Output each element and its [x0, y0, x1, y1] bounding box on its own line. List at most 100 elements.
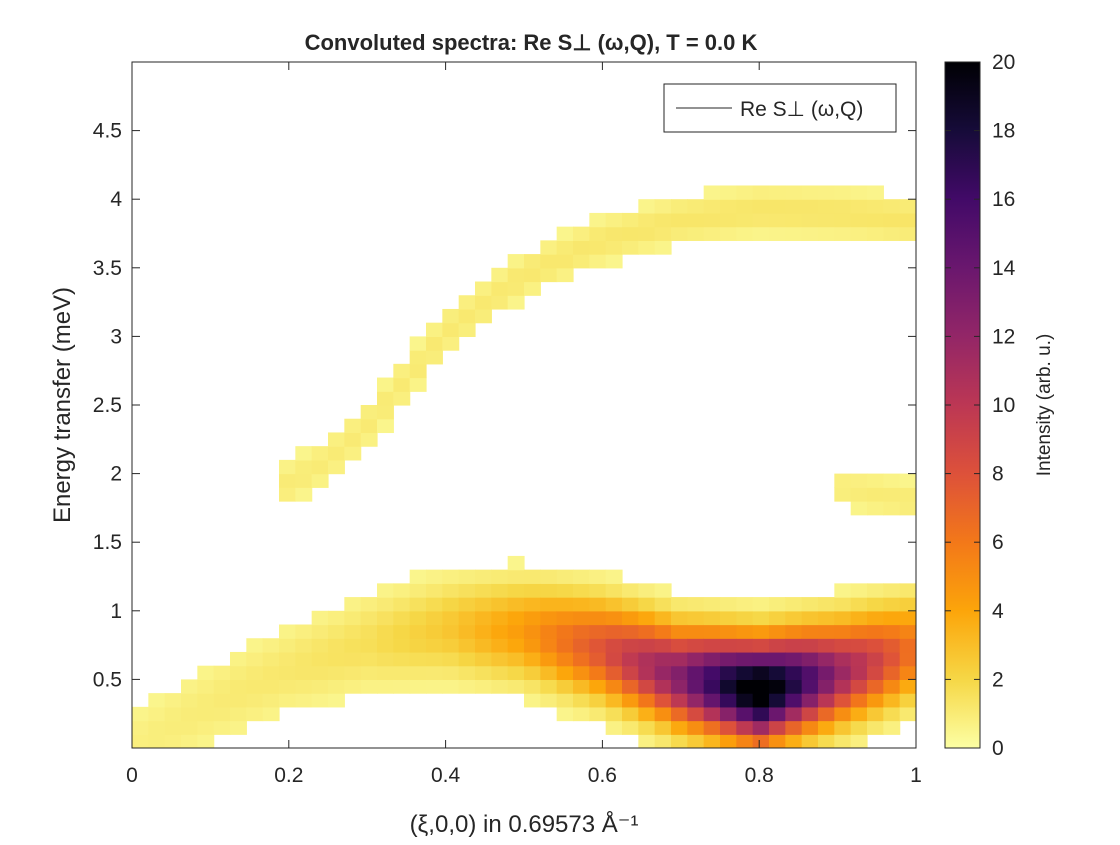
heatmap-cell [393, 363, 411, 379]
legend[interactable]: Re S⊥ (ω,Q) [663, 83, 897, 133]
heatmap-cell [736, 624, 754, 639]
heatmap-cell [850, 212, 868, 228]
heatmap-cell [475, 651, 492, 667]
heatmap-cell [230, 651, 247, 667]
heatmap-cell [834, 679, 852, 694]
heatmap-cell [867, 597, 884, 612]
heatmap-cell [703, 693, 721, 708]
heatmap-cell [540, 679, 558, 694]
heatmap-cell [230, 693, 247, 708]
heatmap-cell [507, 555, 525, 571]
heatmap-cell [246, 679, 264, 694]
heatmap-cell [524, 569, 541, 584]
heatmap-cell [491, 267, 509, 283]
heatmap-cell [850, 473, 868, 488]
heatmap-cell [752, 638, 770, 653]
heatmap-cell [328, 693, 345, 708]
heatmap-cell [834, 693, 852, 708]
heatmap-cell [801, 597, 819, 612]
heatmap-cell [622, 693, 639, 708]
heatmap-cell [834, 706, 852, 722]
heatmap-cell [556, 610, 574, 626]
heatmap-cell [850, 720, 868, 735]
heatmap-cell [899, 473, 916, 488]
heatmap-cell [687, 693, 705, 708]
heatmap-cell [573, 610, 590, 626]
heatmap-cell [654, 734, 672, 748]
heatmap-cell [246, 665, 264, 680]
heatmap-cell [556, 254, 574, 269]
heatmap-cell [524, 281, 541, 296]
heatmap-cell [818, 734, 835, 748]
heatmap-cell [818, 624, 835, 639]
heatmap-cell [703, 610, 721, 626]
heatmap-cell [442, 638, 460, 653]
heatmap-cell [818, 693, 835, 708]
heatmap-cell [883, 473, 901, 488]
heatmap-cell [605, 706, 623, 722]
heatmap-cell [818, 199, 835, 214]
heatmap-cell [507, 267, 525, 283]
heatmap-cell [409, 665, 427, 680]
heatmap-cell [573, 597, 590, 612]
heatmap-cell [867, 473, 884, 488]
heatmap-cell [785, 185, 803, 200]
heatmap-cell [442, 569, 460, 584]
heatmap-cell [246, 693, 264, 708]
heatmap-cell [883, 226, 901, 241]
heatmap-cell [589, 610, 607, 626]
heatmap-cell [687, 610, 705, 626]
heatmap-cell [589, 254, 607, 269]
heatmap-cell [769, 679, 786, 694]
heatmap-cell [393, 597, 411, 612]
heatmap-cell [507, 295, 525, 310]
heatmap-cell [638, 734, 656, 748]
heatmap-cell [164, 693, 182, 708]
heatmap-cell [409, 638, 427, 653]
heatmap-cell [622, 720, 639, 735]
heatmap-cell [475, 281, 492, 296]
heatmap-cell [622, 679, 639, 694]
heatmap-cell [328, 651, 345, 667]
heatmap-cell [393, 624, 411, 639]
heatmap-cell [785, 610, 803, 626]
heatmap-cell [638, 624, 656, 639]
heatmap-cell [654, 240, 672, 255]
heatmap-cell [589, 693, 607, 708]
heatmap-cell [377, 651, 394, 667]
heatmap-cell [426, 665, 443, 680]
heatmap-cell [458, 322, 476, 337]
heatmap-cell [589, 665, 607, 680]
heatmap-cell [867, 610, 884, 626]
heatmap-cell [671, 734, 688, 748]
heatmap-cell [556, 638, 574, 653]
heatmap-cell [605, 624, 623, 639]
heatmap-cell [540, 665, 558, 680]
heatmap-cell [899, 624, 916, 639]
heatmap-cell [311, 610, 329, 626]
heatmap-cell [573, 254, 590, 269]
heatmap-cell [524, 665, 541, 680]
heatmap-cell [540, 569, 558, 584]
heatmap-cell [491, 281, 509, 296]
heatmap-cell [573, 679, 590, 694]
heatmap-cell [589, 240, 607, 255]
heatmap-cell [458, 597, 476, 612]
heatmap-cell [769, 693, 786, 708]
heatmap-cells [132, 185, 916, 748]
heatmap-cell [736, 185, 754, 200]
heatmap-cell [164, 720, 182, 735]
heatmap-cell [752, 226, 770, 241]
heatmap-cell [540, 651, 558, 667]
heatmap-cell [507, 569, 525, 584]
heatmap-cell [687, 226, 705, 241]
heatmap-cell [540, 267, 558, 283]
heatmap-cell [393, 583, 411, 598]
heatmap-cell [605, 651, 623, 667]
heatmap-cell [360, 665, 378, 680]
heatmap-cell [589, 583, 607, 598]
heatmap-cell [524, 651, 541, 667]
heatmap-cell [295, 651, 313, 667]
heatmap-cell [230, 679, 247, 694]
heatmap-cell [458, 569, 476, 584]
